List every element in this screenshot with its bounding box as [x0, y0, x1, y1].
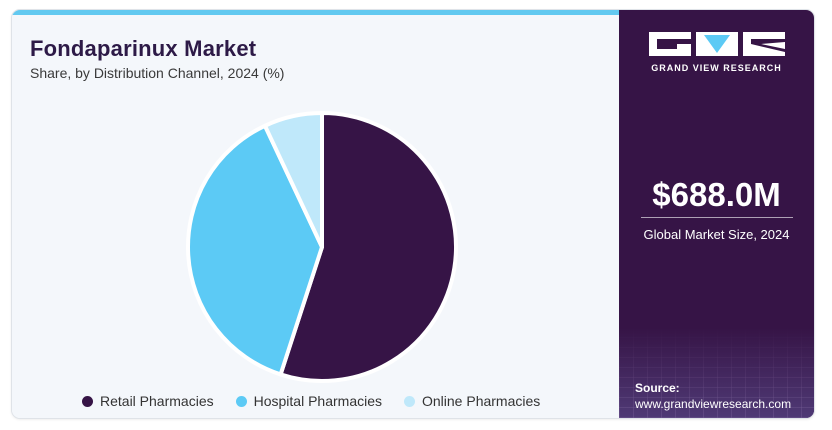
legend-item-online-pharmacies: Online Pharmacies — [404, 393, 540, 409]
logo-g-mark — [648, 32, 691, 56]
legend-item-retail-pharmacies: Retail Pharmacies — [82, 393, 214, 409]
brand-logo: GRAND VIEW RESEARCH — [619, 32, 814, 73]
market-size-label: Global Market Size, 2024 — [643, 227, 790, 242]
legend-swatch — [404, 395, 415, 407]
market-size-value: $688.0M — [652, 176, 781, 213]
logo-r-mark — [742, 32, 785, 56]
pie-slice-online-pharmacies — [262, 111, 324, 249]
chart-title: Fondaparinux Market — [30, 36, 257, 61]
logo-icon — [619, 32, 814, 56]
legend-item-hospital-pharmacies: Hospital Pharmacies — [235, 393, 382, 409]
divider — [641, 217, 793, 218]
chart-subtitle: Share, by Distribution Channel, 2024 (%) — [30, 65, 285, 81]
logo-v-mark — [695, 32, 738, 56]
source-note: Source: www.grandviewresearch.com — [635, 380, 791, 412]
decorative-grid — [619, 328, 814, 418]
legend-label: Hospital Pharmacies — [253, 393, 382, 409]
chart-panel: Fondaparinux Market Share, by Distributi… — [12, 15, 619, 418]
chart-card: Fondaparinux Market Share, by Distributi… — [12, 10, 814, 418]
pie-chart — [186, 111, 458, 383]
legend-swatch — [82, 395, 93, 407]
source-url[interactable]: www.grandviewresearch.com — [635, 397, 792, 411]
pie-slice-retail-pharmacies — [278, 111, 458, 383]
source-label: Source: — [635, 381, 680, 395]
legend-label: Online Pharmacies — [422, 393, 541, 409]
sidebar-panel: GRAND VIEW RESEARCH $688.0M Global Marke… — [619, 10, 814, 418]
legend-label: Retail Pharmacies — [100, 393, 214, 409]
accent-bar — [12, 10, 619, 15]
brand-name: GRAND VIEW RESEARCH — [651, 63, 782, 73]
pie-slice-hospital-pharmacies — [186, 123, 324, 377]
legend-swatch — [235, 395, 247, 407]
chart-legend: Retail Pharmacies Hospital Pharmacies Onli… — [82, 393, 540, 409]
